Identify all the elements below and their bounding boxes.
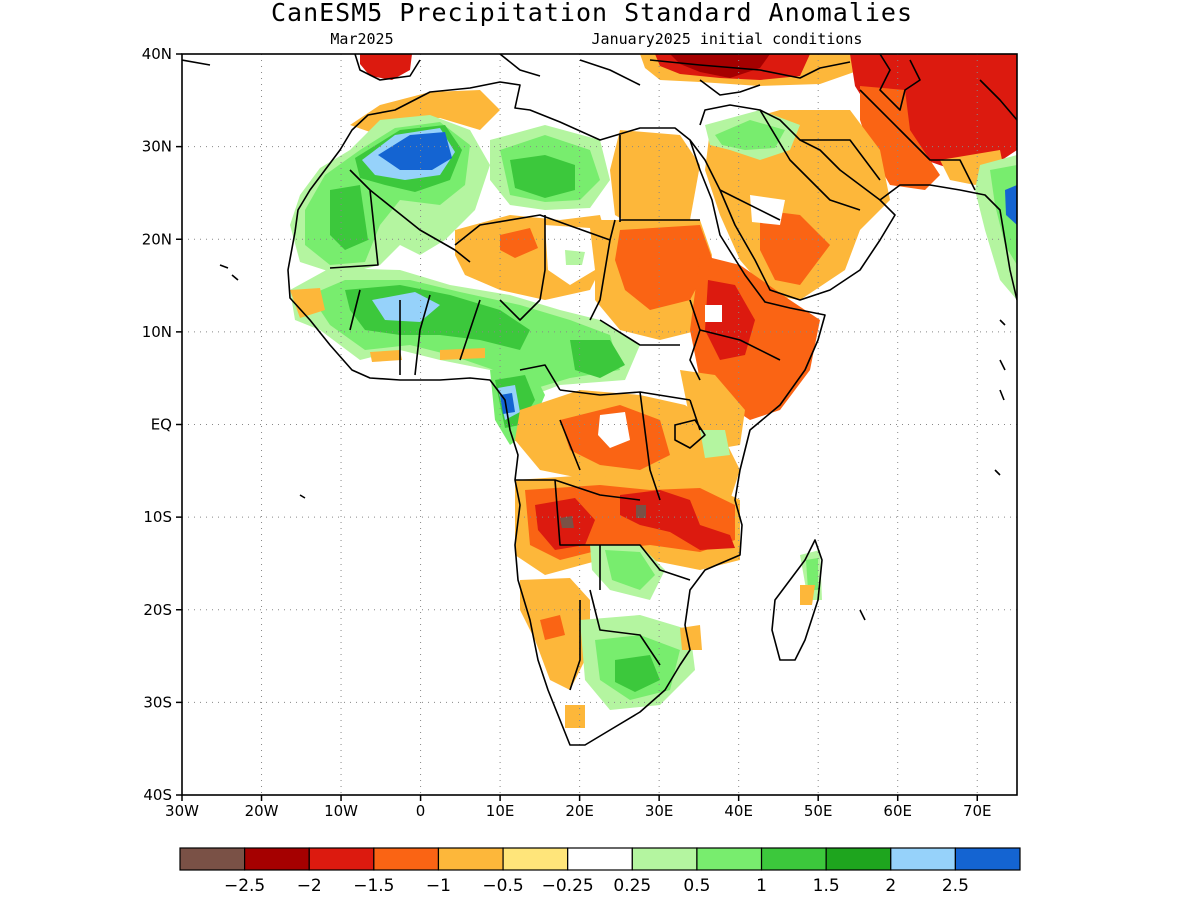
lon-tick-label: 50E (804, 802, 833, 820)
colorbar-label: 0.25 (613, 876, 651, 896)
lat-tick-label: 20N (142, 230, 172, 248)
colorbar-label: 2.5 (942, 876, 969, 896)
colorbar-swatch (825, 847, 892, 871)
lon-tick-label: 40E (724, 802, 753, 820)
colorbar-swatch (502, 847, 569, 871)
anomaly-region (750, 195, 785, 225)
anomaly-region (620, 490, 735, 550)
subtitle-month: Mar2025 (330, 30, 393, 48)
anomaly-region (636, 505, 646, 518)
anomaly-region (565, 705, 585, 728)
anomaly-region (850, 54, 1017, 172)
colorbar-swatch (437, 847, 504, 871)
colorbar-swatch (890, 847, 956, 871)
anomaly-region (800, 585, 815, 605)
anomaly-region (705, 305, 722, 322)
colorbar-label: 1 (756, 876, 767, 896)
anomaly-region (700, 430, 730, 458)
country-border (859, 79, 1017, 191)
subtitle-initial-conditions: January2025 initial conditions (592, 30, 863, 48)
colorbar-label: −1 (426, 876, 451, 896)
colorbar-label: −2 (297, 876, 322, 896)
anomaly-region (500, 228, 538, 258)
lon-tick-label: 0 (416, 802, 426, 820)
lon-tick-label: 20E (565, 802, 594, 820)
anomaly-region (760, 210, 830, 285)
anomaly-region (680, 370, 745, 450)
anomaly-region (615, 225, 712, 310)
map-area (182, 54, 1017, 795)
anomaly-region (615, 655, 660, 692)
colorbar-swatch (631, 847, 698, 871)
caspian-coastline (879, 54, 921, 111)
asia-coastline (879, 184, 1017, 301)
island (219, 264, 1006, 621)
anomaly-region (570, 340, 625, 378)
lon-tick-label: 30W (165, 802, 199, 820)
anomaly-region (290, 288, 325, 318)
lat-tick-label: EQ (151, 416, 172, 434)
lat-tick-label: 10S (143, 508, 172, 526)
anomaly-region (560, 516, 574, 528)
coastlines (182, 54, 1017, 746)
anomaly-region (610, 130, 700, 230)
colorbar-swatch (567, 847, 633, 871)
anomaly-region (540, 615, 565, 640)
lat-tick-label: 30S (143, 693, 172, 711)
madagascar-coastline (771, 539, 823, 661)
anomaly-region (705, 280, 755, 360)
colorbar-swatch (760, 847, 827, 871)
anomaly-region (1005, 185, 1017, 225)
figure-title: CanESM5 Precipitation Standard Anomalies (271, 0, 913, 27)
anomaly-region (680, 625, 702, 650)
colorbar-label: −2.5 (224, 876, 265, 896)
latitude-axis: 40N 30N 20N 10N EQ 10S 20S 30S 40S (142, 45, 182, 804)
colorbar-swatch (179, 847, 246, 871)
colorbar-swatch (244, 847, 310, 871)
colorbar-swatch (954, 847, 1021, 871)
lon-tick-label: 10W (324, 802, 358, 820)
lat-tick-label: 40S (143, 786, 172, 804)
anomaly-region (510, 155, 575, 198)
colorbar-swatch (373, 847, 440, 871)
colorbar-label: 0.5 (683, 876, 710, 896)
colorbar-label: −0.5 (482, 876, 523, 896)
anomaly-region (330, 185, 368, 250)
country-border (719, 109, 881, 221)
colorbar-legend: −2.5 −2 −1.5 −1 −0.5 −0.25 0.25 0.5 1 1.5 2 2.5 (179, 847, 1021, 896)
africa-coastline (287, 81, 826, 746)
country-border (329, 135, 781, 691)
lon-tick-label: 30E (645, 802, 674, 820)
europe-coastline (182, 54, 851, 96)
lat-tick-label: 30N (142, 138, 172, 156)
lon-tick-label: 70E (963, 802, 992, 820)
anomaly-region (565, 250, 585, 265)
anomaly-region (598, 412, 630, 448)
colorbar-label: −0.25 (542, 876, 594, 896)
lon-tick-label: 20W (245, 802, 279, 820)
anomaly-region (715, 120, 785, 150)
lat-tick-label: 40N (142, 45, 172, 63)
colorbar-swatch (308, 847, 375, 871)
arabia-coastline (689, 104, 896, 301)
anomaly-region (806, 558, 818, 590)
anomaly-region (370, 350, 402, 362)
colorbar-label: −1.5 (353, 876, 394, 896)
colorbar-swatch (696, 847, 763, 871)
lake-victoria (674, 419, 706, 449)
longitude-axis: 30W 20W 10W 0 10E 20E 30E 40E 50E 60E 70E (165, 795, 992, 820)
anomaly-region (372, 292, 440, 322)
lat-tick-label: 10N (142, 323, 172, 341)
anomaly-region (605, 550, 655, 590)
anomaly-region (360, 54, 412, 80)
anomaly-region (378, 132, 452, 170)
lat-tick-label: 20S (143, 601, 172, 619)
lon-tick-label: 60E (883, 802, 912, 820)
anomaly-field (290, 54, 1017, 728)
colorbar-label: 2 (885, 876, 896, 896)
colorbar-label: 1.5 (813, 876, 840, 896)
lon-tick-label: 10E (486, 802, 515, 820)
